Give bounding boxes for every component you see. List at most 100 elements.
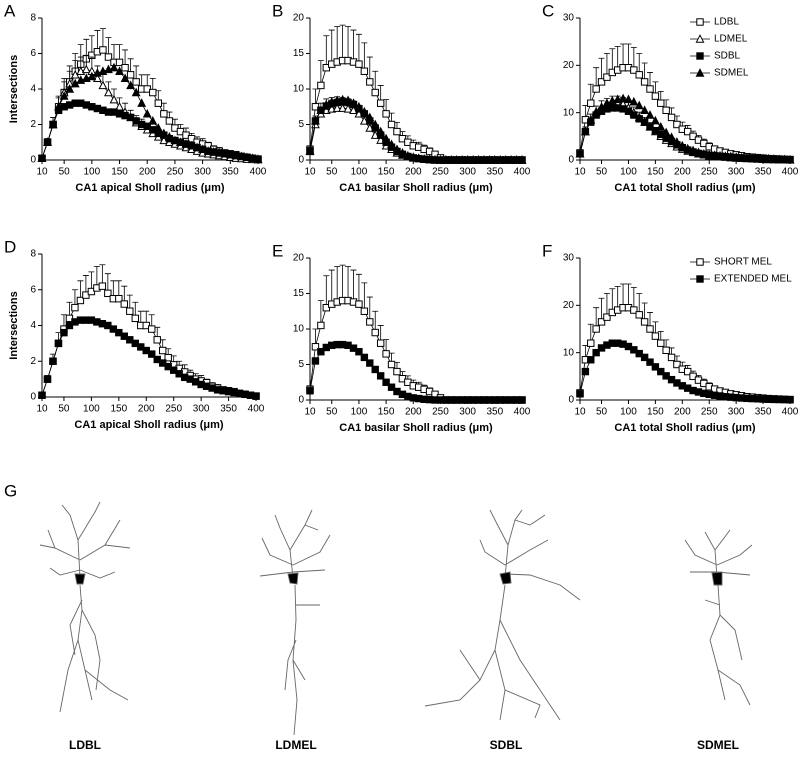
series (305, 94, 527, 164)
x-tick-label: 300 (459, 407, 476, 418)
x-tick-label: 100 (83, 404, 100, 415)
data-point (742, 152, 752, 162)
data-point (170, 135, 180, 145)
data-point (115, 294, 123, 303)
data-point (365, 112, 375, 122)
data-point (419, 154, 429, 163)
data-point (209, 147, 219, 156)
data-point (343, 95, 353, 105)
data-point (474, 155, 483, 164)
data-point (376, 126, 386, 136)
data-point (81, 64, 91, 74)
x-axis-label: CA1 apical Sholl radius (μm) (75, 182, 224, 194)
error-bar (323, 275, 330, 308)
legend-label: LDBL (714, 17, 739, 28)
series (305, 96, 527, 164)
data-point (651, 92, 660, 100)
data-point (317, 348, 325, 356)
data-point (764, 153, 773, 163)
data-point (430, 154, 440, 164)
data-point (581, 367, 590, 376)
x-tick-label: 150 (378, 167, 395, 178)
y-tick-label: 20 (293, 253, 305, 264)
x-axis-label: CA1 apical Sholl radius (μm) (74, 419, 223, 431)
data-point (651, 126, 660, 135)
neuron (259, 509, 331, 736)
x-tick-label: 200 (674, 407, 691, 418)
x-tick-label: 250 (701, 407, 718, 418)
data-point (710, 150, 720, 159)
data-point (657, 339, 665, 347)
data-point (715, 150, 725, 160)
data-point (640, 78, 649, 86)
data-point (109, 62, 119, 72)
x-tick-label: 300 (193, 404, 210, 415)
data-point (181, 139, 191, 148)
data-point (656, 121, 666, 131)
error-bar (345, 266, 352, 301)
panel-label: C (542, 1, 554, 20)
data-point (225, 149, 235, 159)
series (37, 62, 263, 163)
data-point (747, 153, 757, 162)
y-axis-label: Intersections (8, 55, 20, 123)
data-point (38, 391, 46, 399)
data-point (518, 396, 526, 404)
y-tick-label: 0 (30, 155, 36, 166)
data-point (408, 152, 418, 161)
y-tick-label: 2 (30, 356, 36, 367)
data-point (640, 105, 650, 114)
series (306, 24, 526, 164)
x-tick-label: 150 (647, 407, 664, 418)
data-point (360, 307, 369, 315)
data-point (635, 349, 643, 358)
x-axis-label: CA1 basilar Sholl radius (μm) (339, 182, 493, 194)
data-point (446, 155, 456, 164)
data-point (640, 118, 649, 126)
data-point (699, 148, 709, 158)
data-point (176, 137, 185, 146)
data-point (376, 99, 385, 107)
data-point (248, 153, 257, 162)
data-point (688, 145, 698, 155)
chart: A 0 2 4 6 8 10 50 100 150 200 250 300 350 400 CA1 apica… (4, 1, 267, 193)
data-point (463, 155, 473, 164)
legend-marker (695, 68, 705, 77)
error-bar (625, 283, 632, 308)
x-tick-label: 350 (222, 167, 239, 178)
data-point (587, 99, 595, 107)
data-point (120, 300, 129, 308)
data-point (661, 127, 671, 137)
data-point (753, 153, 763, 163)
x-tick-label: 350 (486, 167, 503, 178)
data-point (436, 155, 445, 164)
data-point (689, 372, 697, 381)
neuron (424, 509, 581, 721)
neuron-label: SDMEL (697, 738, 739, 752)
data-point (381, 133, 391, 143)
data-point (148, 116, 158, 125)
data-point (479, 155, 489, 164)
data-point (731, 152, 741, 161)
x-tick-label: 50 (326, 407, 338, 418)
data-point (131, 87, 141, 97)
x-tick-label: 100 (84, 167, 101, 178)
data-point (142, 108, 152, 118)
x-tick-label: 400 (782, 407, 799, 418)
error-bar (361, 42, 368, 72)
data-point (694, 147, 703, 157)
x-tick-label: 400 (514, 407, 531, 418)
legend-label: SHORT MEL (714, 257, 772, 268)
series (38, 264, 260, 400)
data-point (662, 346, 670, 355)
data-point (60, 328, 68, 337)
data-point (76, 296, 85, 305)
series (576, 339, 794, 404)
data-point (624, 107, 633, 115)
error-bar (334, 26, 341, 63)
series (306, 264, 526, 404)
x-tick-label: 400 (248, 404, 265, 415)
x-tick-label: 250 (167, 167, 184, 178)
data-point (164, 353, 172, 362)
data-point (382, 110, 390, 118)
